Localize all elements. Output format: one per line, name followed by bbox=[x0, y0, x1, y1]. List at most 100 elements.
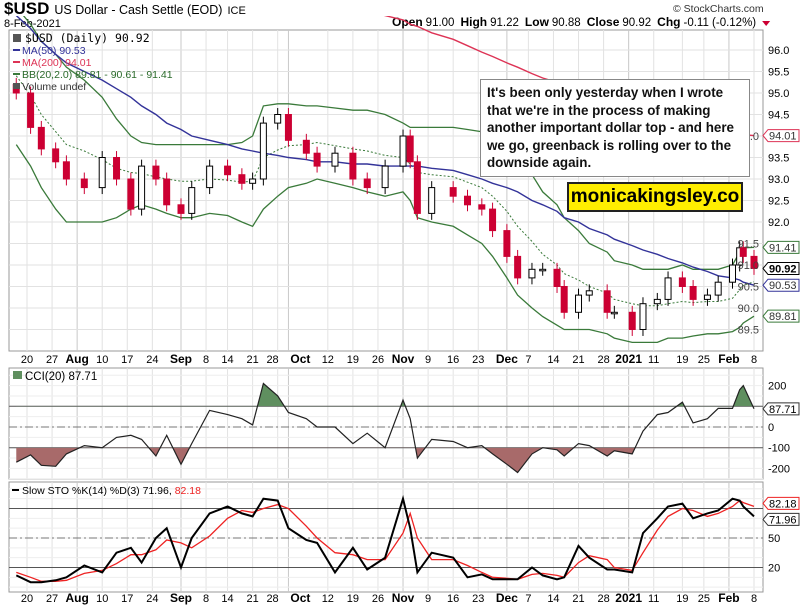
sto-y-tick-label: 20 bbox=[768, 562, 780, 574]
ohlc-label-chg: Chg bbox=[657, 15, 680, 29]
x-tick-label: 28 bbox=[597, 593, 609, 605]
candle-body bbox=[603, 290, 611, 313]
x-tick-label: 2021 bbox=[615, 352, 642, 366]
x-tick-label: 24 bbox=[146, 354, 158, 366]
cci-line bbox=[16, 382, 755, 474]
badge-value: 94.01 bbox=[769, 131, 797, 143]
candle-body bbox=[610, 311, 618, 315]
sto-y-tick-label: 50 bbox=[768, 533, 780, 545]
x-tick-label: 14 bbox=[547, 593, 559, 605]
candle-body bbox=[413, 161, 421, 214]
candle-body bbox=[37, 126, 45, 150]
badge-frame bbox=[762, 309, 800, 323]
x-tick-label: 2021 bbox=[615, 591, 642, 605]
x-tick-label: Sep bbox=[170, 591, 192, 605]
candle-icon bbox=[13, 34, 21, 42]
symbol: $USD bbox=[4, 0, 49, 18]
sto-last-value-badge bbox=[762, 496, 800, 510]
candle-body bbox=[302, 139, 310, 154]
candle-body bbox=[639, 303, 647, 331]
x-tick-label: 23 bbox=[472, 354, 484, 366]
candle-body bbox=[52, 148, 60, 163]
cci-y-tick-label: 0 bbox=[768, 422, 774, 434]
candle-body bbox=[528, 268, 536, 279]
x-tick-label: 8 bbox=[203, 354, 209, 366]
x-tick-label: Aug bbox=[65, 591, 88, 605]
ohlc-value-low: 90.88 bbox=[552, 17, 581, 29]
x-tick-label: 21 bbox=[246, 593, 258, 605]
x-tick-label: Feb bbox=[718, 352, 739, 366]
sto-last-value: 82.18 bbox=[769, 498, 797, 510]
x-tick-label: Nov bbox=[392, 352, 415, 366]
candle-body bbox=[575, 294, 583, 313]
x-tick-label: 19 bbox=[676, 354, 688, 366]
watermark-logo: monicakingsley.co bbox=[567, 182, 743, 212]
candle-body bbox=[653, 298, 661, 305]
x-tick-label: 10 bbox=[96, 354, 108, 366]
x-tick-label: 16 bbox=[447, 354, 459, 366]
y-tick-label: 95.0 bbox=[768, 88, 789, 100]
y-tick-label: 92.5 bbox=[768, 196, 789, 208]
cci-y-tick-label: -100 bbox=[768, 443, 790, 455]
x-tick-label: 21 bbox=[572, 354, 584, 366]
x-tick-label: 14 bbox=[221, 593, 233, 605]
badge-value: 91.41 bbox=[769, 242, 797, 254]
chart-date: 8-Feb-2021 bbox=[4, 18, 61, 30]
legend-bb: BB(20,2.0) 89.81 - 90.61 - 91.41 bbox=[22, 69, 173, 81]
x-tick-label: 19 bbox=[347, 354, 359, 366]
instrument-name: US Dollar - Cash Settle (EOD) bbox=[54, 3, 222, 17]
candle-body bbox=[678, 277, 686, 287]
x-tick-label: 16 bbox=[447, 593, 459, 605]
badge-frame bbox=[762, 261, 800, 275]
x-tick-label: 27 bbox=[46, 354, 58, 366]
candle-body bbox=[560, 286, 568, 313]
candle-body bbox=[177, 204, 185, 214]
candle-body bbox=[331, 152, 339, 167]
candle-body bbox=[664, 277, 672, 300]
candle-body bbox=[399, 135, 407, 167]
candle-body bbox=[163, 178, 171, 206]
candle-body bbox=[113, 157, 121, 180]
last-value-badge: 90.53 bbox=[762, 278, 800, 292]
sto-last-value-badge bbox=[762, 512, 800, 526]
ohlc-label-high: High bbox=[460, 15, 487, 29]
candle-body bbox=[703, 294, 711, 300]
badge-value: 90.53 bbox=[769, 280, 797, 292]
x-tick-label: Dec bbox=[496, 591, 518, 605]
cci-y-tick-label: -200 bbox=[768, 463, 790, 475]
legend-ma50: MA(50) 90.53 bbox=[22, 45, 86, 57]
y-tick-label: 91.0 bbox=[738, 260, 759, 272]
x-tick-label: 12 bbox=[322, 354, 334, 366]
annotation-box: It's been only yesterday when I wrote th… bbox=[480, 79, 750, 177]
candle-body bbox=[689, 286, 697, 300]
x-tick-label: 7 bbox=[525, 593, 531, 605]
candle-body bbox=[27, 92, 35, 128]
ohlc-value-chg: -0.11 (-0.12%) bbox=[683, 17, 756, 29]
candle-body bbox=[503, 230, 511, 257]
legend-ma200: MA(200) 94.01 bbox=[22, 57, 92, 69]
x-tick-label: 27 bbox=[46, 593, 58, 605]
ohlc-value-close: 90.92 bbox=[622, 17, 651, 29]
candle-body bbox=[739, 247, 747, 257]
y-tick-label: 90.5 bbox=[738, 282, 759, 294]
candle-body bbox=[628, 311, 636, 330]
y-tick-label: 90.0 bbox=[738, 303, 759, 315]
badge-value: 90.92 bbox=[769, 263, 797, 275]
candle-body bbox=[284, 114, 292, 141]
x-tick-label: 10 bbox=[96, 593, 108, 605]
bb-upper-line bbox=[22, 16, 755, 270]
candle-body bbox=[259, 122, 267, 180]
candle-body bbox=[729, 264, 737, 283]
exchange: ICE bbox=[227, 5, 245, 17]
candle-body bbox=[428, 187, 436, 214]
candle-body bbox=[553, 268, 561, 287]
candle-body bbox=[188, 187, 196, 214]
candle-body bbox=[98, 157, 106, 189]
candle-body bbox=[514, 255, 522, 279]
candle-body bbox=[206, 165, 214, 189]
legend-price: $USD (Daily) 90.92 bbox=[25, 31, 150, 45]
x-tick-label: 11 bbox=[648, 593, 659, 605]
price-panel bbox=[8, 29, 764, 352]
x-tick-label: 17 bbox=[121, 354, 133, 366]
sto-k-line bbox=[15, 494, 755, 584]
